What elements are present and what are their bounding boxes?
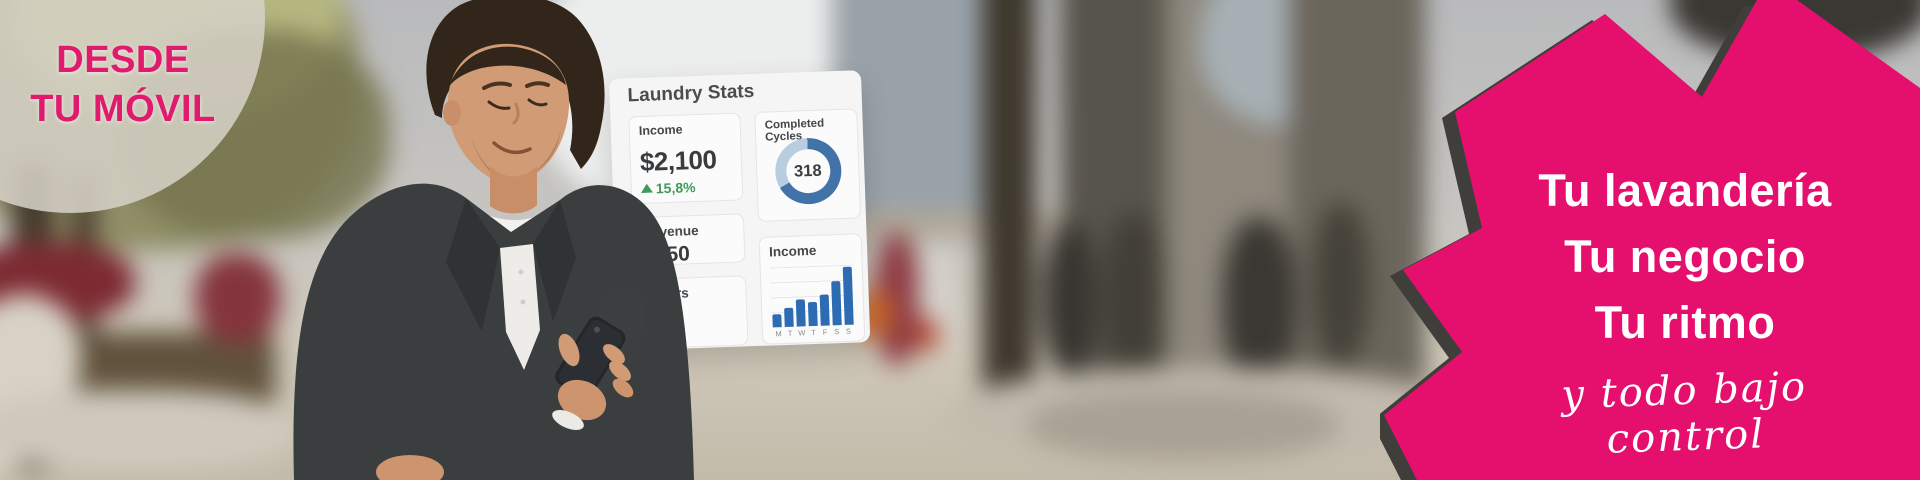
finger: [609, 361, 631, 381]
smile: [492, 141, 532, 155]
bar: [784, 307, 794, 328]
thumb: [558, 333, 580, 367]
suit-lapel: [446, 198, 500, 332]
nose: [512, 102, 520, 125]
bar: [831, 280, 842, 326]
shirt-front: [500, 244, 540, 370]
closed-eye: [487, 100, 511, 110]
face: [447, 43, 570, 184]
completed-cycles-tile: Completed Cycles 318: [754, 108, 862, 222]
badge-line1: DESDE: [56, 39, 190, 81]
tagline-line2: Tu negocio: [1564, 231, 1806, 282]
shirt-button: [518, 269, 524, 275]
eyebrow: [525, 81, 550, 88]
eyebrow: [482, 81, 512, 90]
bar: [807, 302, 818, 327]
phone-camera: [593, 326, 600, 333]
donut-ring: 318: [773, 137, 842, 206]
hand: [376, 455, 444, 480]
pedestrian: [1043, 223, 1095, 375]
badge-line2: TU MÓVIL: [30, 88, 216, 130]
finger: [612, 378, 634, 398]
beard-shadow: [470, 130, 561, 182]
bar-category-label: F: [822, 327, 828, 337]
finger: [603, 344, 625, 364]
ear: [443, 100, 461, 126]
cycles-donut-chart: 318: [773, 137, 842, 206]
tagline: Tu lavandería Tu negocio Tu ritmo: [1480, 158, 1890, 356]
starburst-shape: [1380, 0, 1920, 480]
bar: [819, 294, 830, 326]
street-pole: [982, 0, 1036, 415]
chart-label: Income: [768, 242, 817, 260]
man-with-phone-photo: [293, 0, 694, 480]
pedestrian: [1313, 203, 1369, 365]
bar: [772, 313, 782, 328]
suit-lapel: [533, 200, 576, 322]
bar: [842, 266, 854, 325]
bar-category-label: S: [845, 326, 852, 336]
starburst-pink: [1384, 0, 1920, 480]
red-vehicle: [195, 253, 280, 343]
pavement-shadow: [1028, 390, 1338, 460]
bar: [795, 299, 806, 327]
tagline-line3: Tu ritmo: [1594, 297, 1776, 348]
shirt-cuff: [552, 409, 584, 431]
bar-category-label: W: [798, 328, 806, 338]
shirt-button: [520, 299, 526, 305]
hand: [557, 379, 607, 421]
shopping-bag: [914, 318, 938, 352]
donut-value: 318: [785, 148, 831, 195]
bar-category-label: S: [834, 327, 840, 337]
bar-category-label: M: [775, 329, 782, 339]
income-bar-chart: [769, 264, 855, 328]
badge: DESDE TU MÓVIL: [8, 36, 238, 134]
tagline-line1: Tu lavandería: [1538, 165, 1832, 216]
hair-front: [448, 46, 566, 88]
closed-eye: [527, 98, 548, 107]
smartphone: [555, 316, 626, 399]
bar-category-label: T: [787, 328, 793, 338]
neck: [490, 166, 537, 214]
pedestrian: [1103, 213, 1165, 385]
tagline-script: y todo bajo control: [1560, 363, 1808, 463]
hair: [426, 0, 605, 169]
bar-category-label: T: [810, 327, 816, 338]
pavement: [0, 390, 300, 470]
pedestrian: [1223, 218, 1295, 386]
